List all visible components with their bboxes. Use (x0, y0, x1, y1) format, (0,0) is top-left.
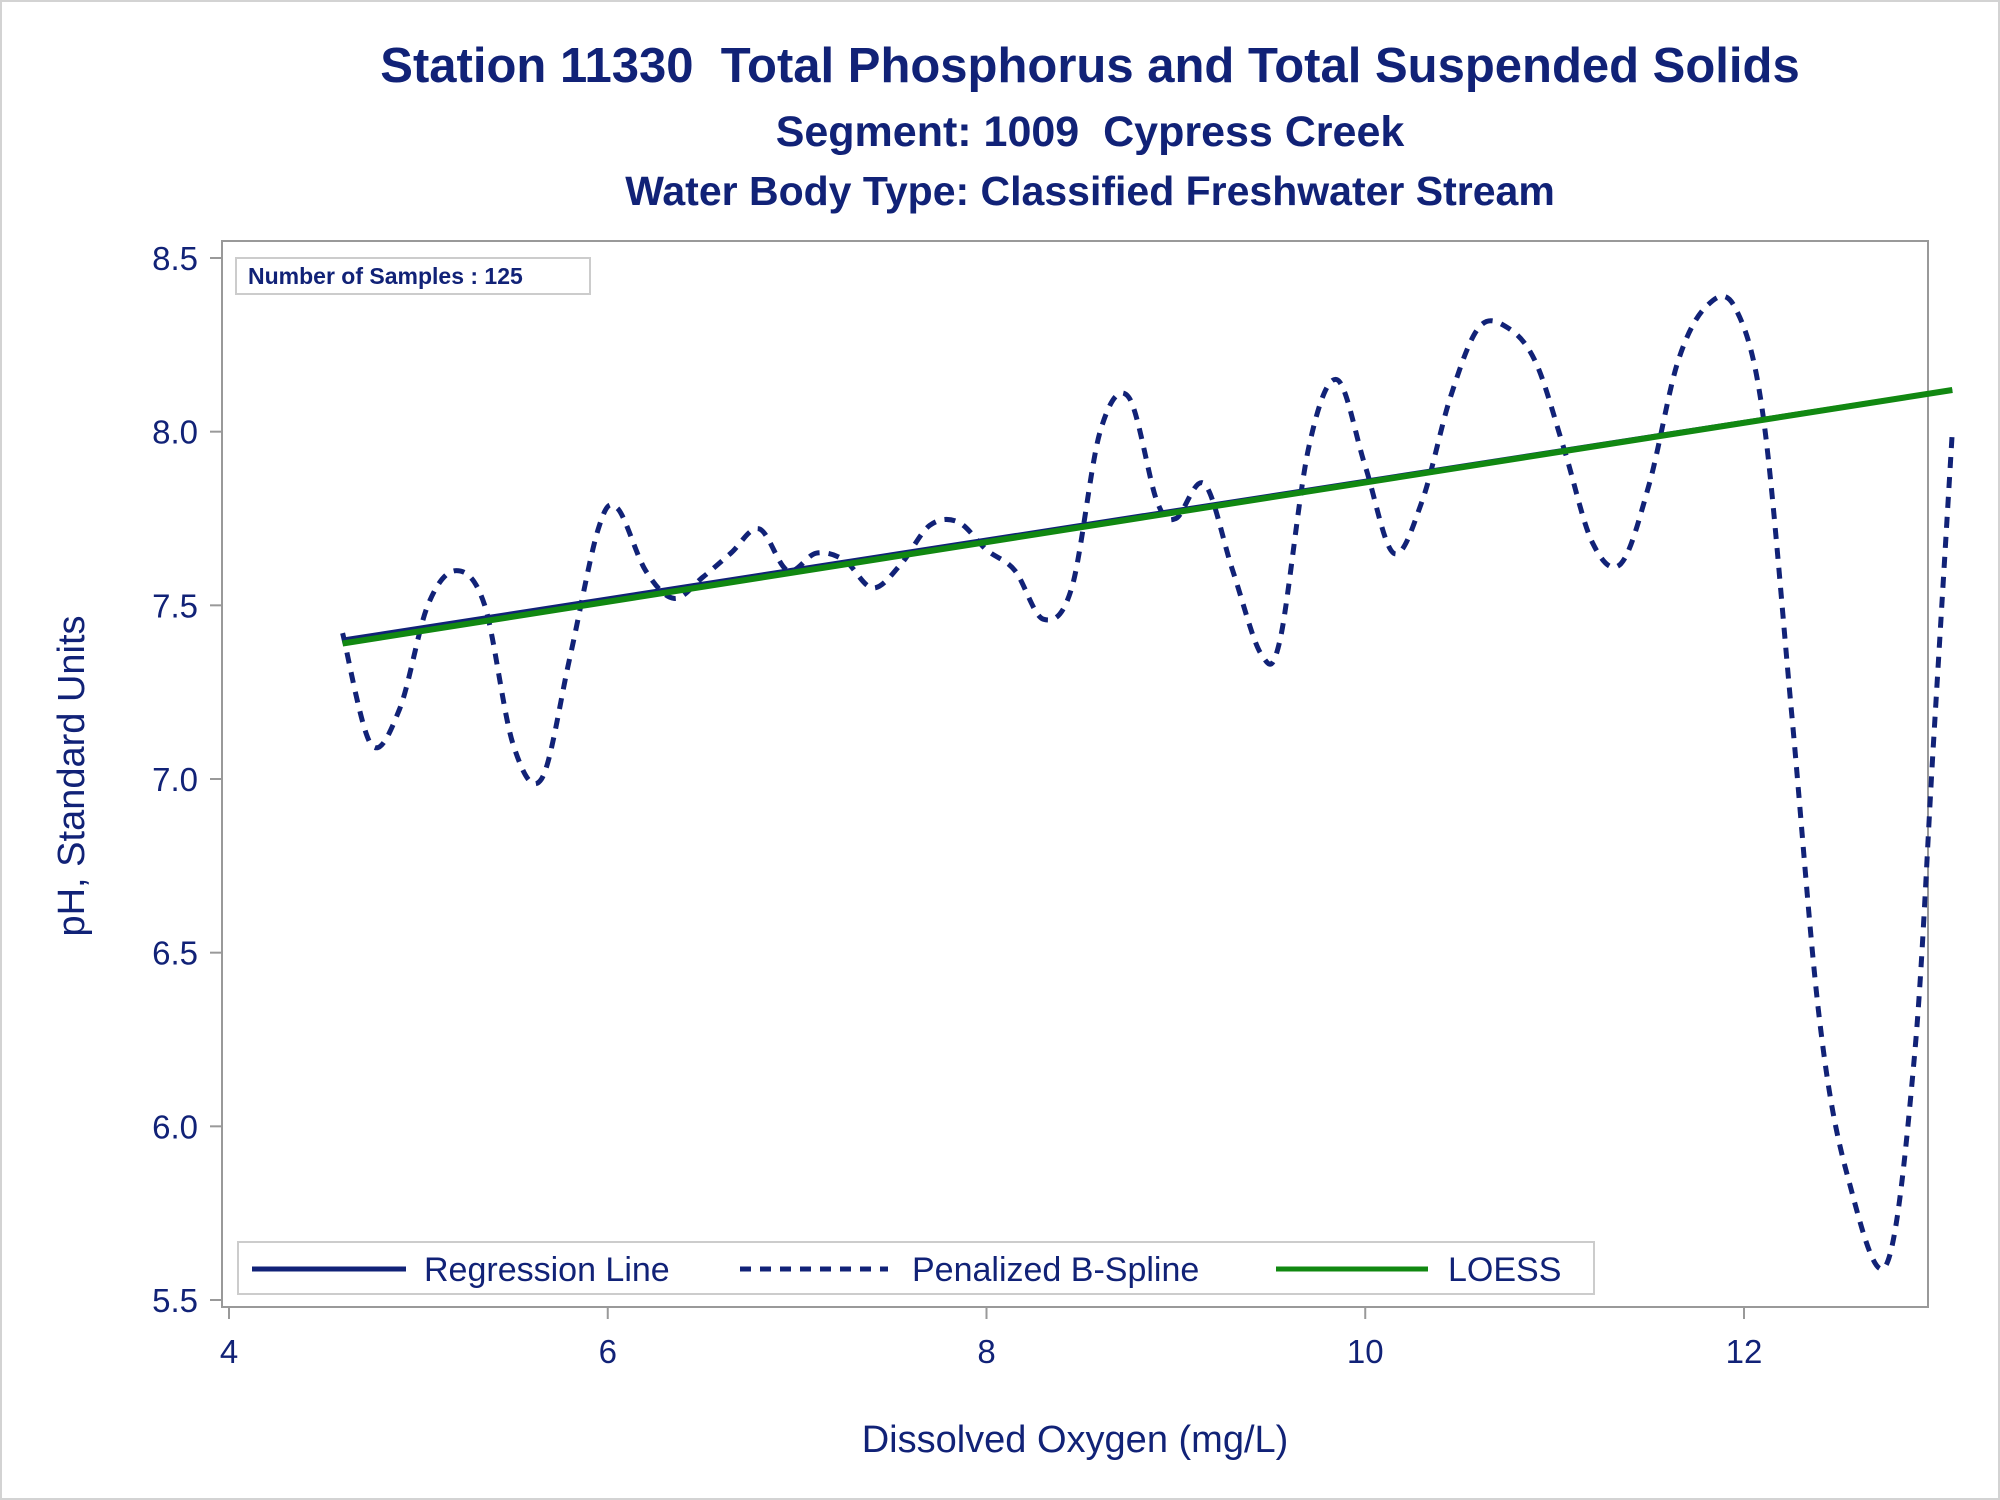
x-tick-label: 8 (977, 1333, 995, 1370)
x-tick-label: 12 (1726, 1333, 1763, 1370)
y-tick-label: 6.0 (152, 1108, 198, 1145)
x-axis-label: Dissolved Oxygen (mg/L) (862, 1419, 1289, 1461)
y-tick-label: 5.5 (152, 1282, 198, 1319)
legend-label-spline: Penalized B-Spline (912, 1251, 1199, 1289)
sample-count-box: Number of Samples : 125 (235, 257, 591, 295)
axes: 4 6 8 10 12 5.5 6.0 6.5 7.0 7.5 8.0 8.5 (152, 240, 1762, 1370)
y-tick-label: 8.5 (152, 240, 198, 277)
y-tick-label: 6.5 (152, 935, 198, 972)
legend: Regression Line Penalized B-Spline LOESS (237, 1241, 1595, 1295)
x-tick-label: 4 (220, 1333, 238, 1370)
y-tick-label: 8.0 (152, 414, 198, 451)
x-tick-label: 10 (1347, 1333, 1384, 1370)
loess-line (342, 387, 1953, 647)
y-axis-label: pH, Standard Units (51, 615, 93, 936)
chart-subtitle-2: Water Body Type: Classified Freshwater S… (625, 168, 1555, 214)
sample-count-annotation: Number of Samples : 125 (248, 263, 523, 289)
legend-label-regression: Regression Line (424, 1251, 670, 1289)
y-tick-label: 7.5 (152, 587, 198, 624)
chart-subtitle: Segment: 1009 Cypress Creek (775, 108, 1405, 156)
chart-title: Station 11330 Total Phosphorus and Total… (380, 39, 1800, 93)
x-tick-label: 6 (599, 1333, 617, 1370)
sample-count-frame (235, 257, 591, 295)
legend-label-loess: LOESS (1448, 1251, 1561, 1289)
plot-area (221, 240, 1929, 1308)
y-tick-label: 7.0 (152, 761, 198, 798)
spline-line (340, 293, 1955, 1272)
series-layer (340, 293, 1955, 1272)
